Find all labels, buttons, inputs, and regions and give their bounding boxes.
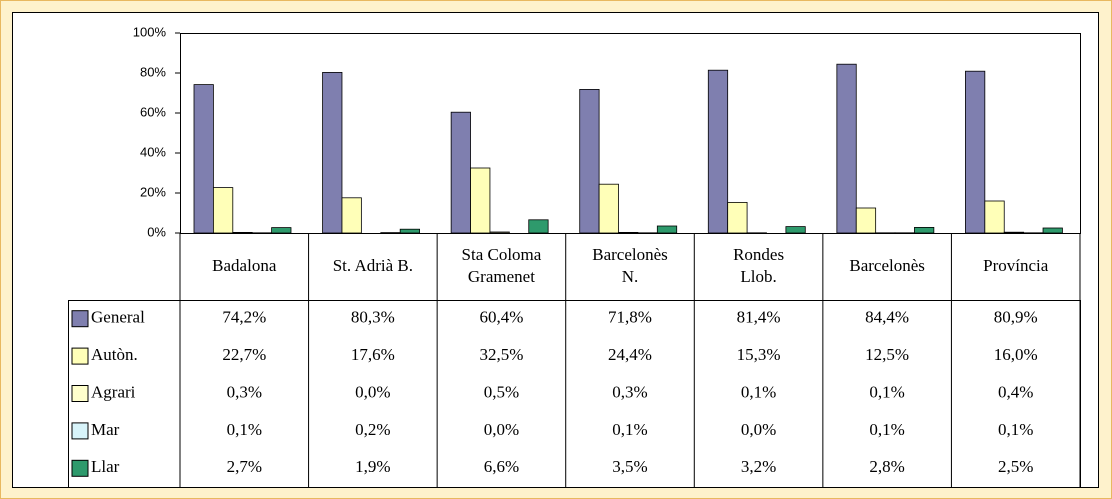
bar xyxy=(598,183,619,234)
data-table xyxy=(68,300,1081,488)
table-cell: 1,9% xyxy=(355,457,390,476)
bar xyxy=(528,219,549,234)
bar xyxy=(914,226,935,234)
table-cell: 24,4% xyxy=(608,345,652,364)
x-tick-label: Barcelonès N. xyxy=(592,245,668,286)
bar xyxy=(322,72,343,234)
table-cell: 0,3% xyxy=(227,382,262,401)
table-cell: 0,2% xyxy=(355,420,390,439)
table-cell: 0,1% xyxy=(741,382,776,401)
table-cell: 0,1% xyxy=(869,420,904,439)
y-tick-label: 40% xyxy=(140,144,166,159)
table-cell: 0,0% xyxy=(741,420,776,439)
y-tick-label: 80% xyxy=(140,64,166,79)
table-cell: 3,2% xyxy=(741,457,776,476)
table-cell: 0,0% xyxy=(484,420,519,439)
table-cell: 80,9% xyxy=(994,308,1038,327)
table-cell: 0,4% xyxy=(998,382,1033,401)
x-tick-label: Província xyxy=(983,256,1049,275)
bar xyxy=(470,167,491,234)
bar xyxy=(1042,227,1063,234)
bar xyxy=(1003,231,1025,234)
bar xyxy=(984,200,1005,234)
legend-label: General xyxy=(91,308,145,327)
bar xyxy=(618,231,639,234)
legend-label: Llar xyxy=(91,457,120,476)
bar xyxy=(836,63,857,234)
chart-area xyxy=(12,12,1099,488)
x-tick-label: St. Adrià B. xyxy=(333,256,413,275)
bar xyxy=(341,197,362,234)
bar xyxy=(965,70,986,234)
x-tick-label: Badalona xyxy=(212,256,277,275)
table-cell: 16,0% xyxy=(994,345,1038,364)
bar xyxy=(193,84,214,234)
bar xyxy=(450,111,471,234)
bar xyxy=(656,225,678,234)
bar xyxy=(727,201,748,234)
table-cell: 2,5% xyxy=(998,457,1033,476)
y-tick-label: 0% xyxy=(147,224,166,239)
table-cell: 71,8% xyxy=(608,308,652,327)
legend-label: Mar xyxy=(91,420,120,439)
legend-key xyxy=(71,385,89,402)
plot-area xyxy=(180,33,1081,234)
y-tick-label: 60% xyxy=(140,104,166,119)
table-cell: 84,4% xyxy=(865,308,909,327)
table-cell: 0,3% xyxy=(612,382,647,401)
table-cell: 12,5% xyxy=(865,345,909,364)
table-cell: 0,1% xyxy=(998,420,1033,439)
table-cell: 17,6% xyxy=(351,345,395,364)
table-cell: 2,7% xyxy=(227,457,262,476)
table-cell: 15,3% xyxy=(737,345,781,364)
bar xyxy=(855,207,877,234)
bar xyxy=(785,226,806,234)
bar xyxy=(399,228,420,234)
table-cell: 6,6% xyxy=(484,457,519,476)
table-cell: 0,1% xyxy=(869,382,904,401)
table-cell: 60,4% xyxy=(479,308,523,327)
x-tick-label: Sta Coloma Gramenet xyxy=(462,245,542,286)
table-cell: 74,2% xyxy=(222,308,266,327)
legend-key xyxy=(71,459,89,477)
legend-key xyxy=(71,422,89,440)
x-tick-label: Barcelonès xyxy=(849,256,925,275)
table-cell: 3,5% xyxy=(612,457,647,476)
bar xyxy=(232,231,253,234)
table-cell: 0,1% xyxy=(612,420,647,439)
bar xyxy=(212,187,234,234)
y-tick-label: 100% xyxy=(133,24,167,39)
bar xyxy=(271,227,292,234)
table-cell: 0,1% xyxy=(227,420,262,439)
bar xyxy=(489,231,510,234)
table-cell: 32,5% xyxy=(479,345,523,364)
table-cell: 80,3% xyxy=(351,308,395,327)
legend-label: Agrari xyxy=(91,382,136,401)
bar xyxy=(579,89,600,234)
table-cell: 2,8% xyxy=(869,457,904,476)
x-tick-label: Rondes Llob. xyxy=(733,245,784,286)
y-tick-label: 20% xyxy=(140,184,166,199)
table-cell: 0,0% xyxy=(355,382,390,401)
table-cell: 22,7% xyxy=(222,345,266,364)
table-cell: 0,5% xyxy=(484,382,519,401)
legend-key xyxy=(71,347,89,365)
legend-key xyxy=(71,310,89,328)
bar xyxy=(707,69,729,234)
table-cell: 81,4% xyxy=(737,308,781,327)
legend-label: Autòn. xyxy=(91,345,138,364)
